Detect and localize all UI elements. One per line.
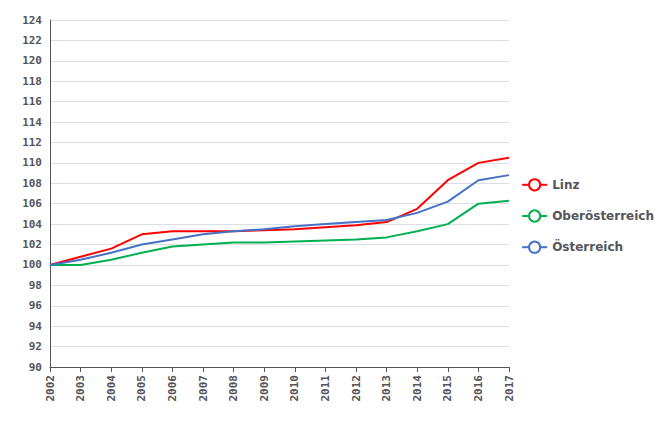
svg-text:2009: 2009 (258, 375, 271, 402)
svg-text:90: 90 (29, 361, 42, 374)
svg-text:110: 110 (22, 156, 42, 169)
svg-text:2016: 2016 (472, 375, 485, 402)
svg-text:Oberösterreich: Oberösterreich (552, 209, 654, 223)
svg-text:2012: 2012 (350, 375, 363, 402)
svg-text:114: 114 (22, 116, 42, 129)
svg-text:2006: 2006 (166, 375, 179, 402)
svg-text:2007: 2007 (197, 375, 210, 402)
svg-text:124: 124 (22, 14, 42, 27)
svg-text:116: 116 (22, 95, 42, 108)
svg-text:2013: 2013 (380, 375, 393, 402)
svg-text:2005: 2005 (135, 375, 148, 402)
svg-text:120: 120 (22, 54, 42, 67)
svg-text:118: 118 (22, 75, 42, 88)
svg-text:2010: 2010 (288, 375, 301, 402)
svg-text:94: 94 (29, 320, 43, 333)
svg-text:2003: 2003 (74, 375, 87, 402)
svg-text:122: 122 (22, 34, 42, 47)
svg-text:102: 102 (22, 238, 42, 251)
svg-text:92: 92 (29, 340, 42, 353)
svg-text:2017: 2017 (503, 375, 516, 402)
svg-text:2008: 2008 (227, 375, 240, 402)
svg-text:100: 100 (22, 258, 42, 271)
svg-text:Österreich: Österreich (552, 239, 623, 254)
svg-text:Linz: Linz (552, 178, 579, 192)
svg-text:2015: 2015 (441, 375, 454, 402)
svg-text:108: 108 (22, 177, 42, 190)
svg-text:2011: 2011 (319, 375, 332, 402)
svg-text:96: 96 (29, 299, 43, 312)
svg-text:106: 106 (22, 197, 42, 210)
svg-text:98: 98 (29, 279, 42, 292)
svg-text:104: 104 (22, 218, 42, 231)
svg-text:2002: 2002 (44, 375, 57, 402)
svg-text:2004: 2004 (105, 375, 118, 402)
svg-text:2014: 2014 (411, 375, 424, 402)
svg-text:112: 112 (22, 136, 42, 149)
